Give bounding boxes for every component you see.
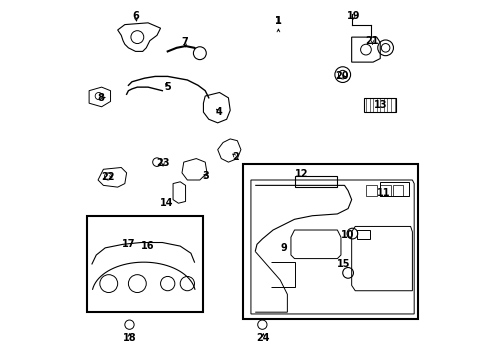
- Text: 20: 20: [335, 71, 348, 81]
- Text: 6: 6: [132, 11, 139, 21]
- Text: 21: 21: [365, 36, 378, 46]
- Text: 16: 16: [140, 241, 154, 251]
- Text: 15: 15: [336, 259, 350, 269]
- Text: 5: 5: [164, 82, 171, 92]
- Text: 8: 8: [97, 93, 104, 103]
- Text: 1: 1: [274, 16, 281, 26]
- Text: 17: 17: [122, 239, 135, 249]
- Text: 7: 7: [181, 37, 188, 48]
- Text: 13: 13: [373, 100, 386, 110]
- Text: 2: 2: [232, 152, 239, 162]
- Text: 19: 19: [346, 11, 360, 21]
- Circle shape: [193, 47, 206, 60]
- Text: 4: 4: [216, 107, 223, 117]
- Text: 22: 22: [101, 172, 115, 183]
- Text: 10: 10: [341, 230, 354, 240]
- Text: 1: 1: [274, 16, 281, 26]
- Text: 3: 3: [202, 171, 209, 181]
- Text: 12: 12: [294, 168, 308, 179]
- Text: 24: 24: [256, 333, 270, 343]
- Text: 9: 9: [280, 243, 286, 253]
- Text: 11: 11: [376, 188, 390, 198]
- Text: 23: 23: [156, 158, 169, 168]
- Text: 14: 14: [160, 198, 173, 208]
- Text: 18: 18: [122, 333, 136, 343]
